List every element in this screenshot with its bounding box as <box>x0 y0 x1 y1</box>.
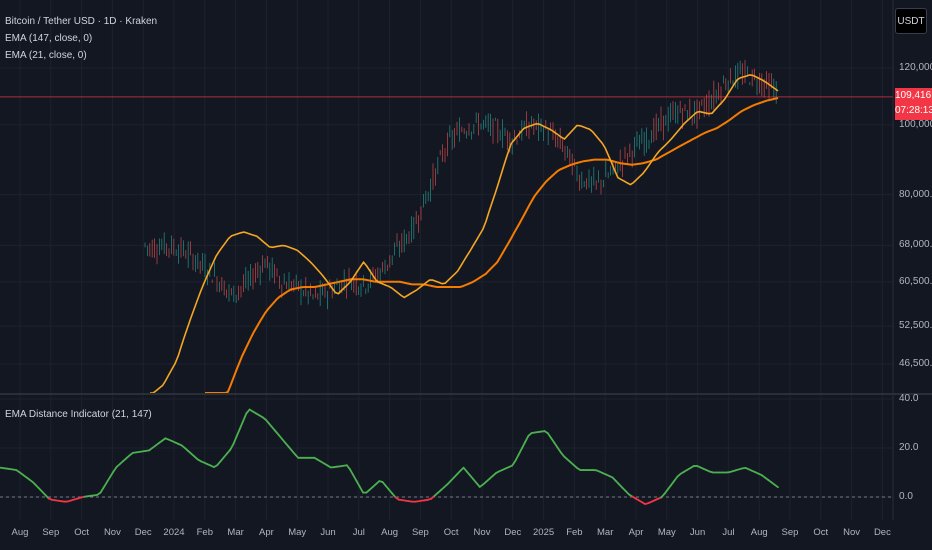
indicator-segment <box>550 437 556 444</box>
time-tick: Nov <box>473 527 491 538</box>
time-tick: Jun <box>320 527 336 538</box>
time-tick: May <box>657 527 676 538</box>
ema-distance-line <box>0 408 779 505</box>
indicator-segment <box>521 441 527 450</box>
price-tick: 68,000.0 <box>899 239 932 251</box>
indicator-legend[interactable]: EMA Distance Indicator (21, 147) <box>5 409 152 420</box>
indicator-segment <box>106 475 112 483</box>
indicator-segment <box>546 432 552 439</box>
last-price-value: 109,416.1 <box>895 90 932 101</box>
time-tick: Mar <box>597 527 614 538</box>
indicator-tick: 20.0 <box>899 442 919 453</box>
time-tick: Mar <box>227 527 244 538</box>
indicator-segment <box>773 483 779 489</box>
price-tick: 100,000.0 <box>899 118 932 130</box>
indicator-segment <box>352 474 358 482</box>
indicator-segment <box>556 446 562 454</box>
indicator-segment <box>358 485 364 494</box>
indicator-tick: 40.0 <box>899 393 919 404</box>
ema-21-legend[interactable]: EMA (21, close, 0) <box>5 50 87 61</box>
time-tick: Apr <box>258 527 274 538</box>
ema-147-line <box>205 97 779 394</box>
indicator-segment <box>511 459 517 467</box>
time-tick: Feb <box>566 527 583 538</box>
time-tick: Aug <box>750 527 768 538</box>
time-tick: Oct <box>443 527 459 538</box>
time-tick: Sep <box>411 527 429 538</box>
price-tick: 120,000.0 <box>899 62 932 73</box>
time-tick: Apr <box>628 527 644 538</box>
indicator-segment <box>553 441 559 449</box>
ema-21-line <box>150 74 779 394</box>
time-tick: Aug <box>11 527 29 538</box>
indicator-segment <box>109 470 115 478</box>
indicator-segment <box>349 468 355 477</box>
price-tick: 80,000.0 <box>899 188 932 200</box>
indicator-segment <box>238 420 245 430</box>
time-tick: Sep <box>781 527 799 538</box>
time-tick: Dec <box>134 527 152 538</box>
time-tick: Oct <box>74 527 89 538</box>
time-tick: Oct <box>813 527 829 538</box>
time-tick: Jun <box>689 527 706 538</box>
indicator-segment <box>242 412 248 422</box>
indicator-segment <box>112 465 118 473</box>
time-tick: Feb <box>196 527 213 538</box>
time-tick: May <box>288 527 307 538</box>
price-tick: 52,500.0 <box>899 320 932 332</box>
time-tick: Jul <box>352 527 365 538</box>
indicator-segment <box>99 486 105 494</box>
time-tick: Sep <box>42 527 60 538</box>
candlestick-series <box>144 59 777 310</box>
time-tick: 2025 <box>533 527 555 538</box>
currency-button[interactable]: USDT <box>895 8 927 34</box>
time-tick: Dec <box>504 527 522 538</box>
time-tick: Nov <box>843 527 861 538</box>
chart-grid <box>0 0 893 520</box>
time-tick: Aug <box>381 527 399 538</box>
ema-147-legend[interactable]: EMA (147, close, 0) <box>5 33 93 44</box>
time-tick: Nov <box>103 527 121 538</box>
price-tick: 46,500.0 <box>899 358 932 369</box>
time-tick: 2024 <box>163 527 185 538</box>
price-tick: 60,500.0 <box>899 275 932 287</box>
bar-countdown: 07:28:13 <box>895 105 932 116</box>
indicator-segment <box>235 427 241 438</box>
indicator-segment <box>102 481 108 489</box>
time-tick: Jul <box>722 527 735 538</box>
indicator-segment <box>229 443 235 451</box>
indicator-segment <box>355 480 361 488</box>
indicator-segment <box>514 453 520 462</box>
last-price-tag: 109,416.1 07:28:13 <box>895 88 932 120</box>
indicator-tick: 0.0 <box>899 491 913 502</box>
indicator-segment <box>232 435 238 445</box>
indicator-segment <box>524 434 530 443</box>
indicator-segment <box>517 447 523 456</box>
symbol-title[interactable]: Bitcoin / Tether USD · 1D · Kraken <box>5 16 158 27</box>
chart-legend: Bitcoin / Tether USD · 1D · Kraken EMA (… <box>5 13 157 64</box>
time-tick: Dec <box>873 527 891 538</box>
